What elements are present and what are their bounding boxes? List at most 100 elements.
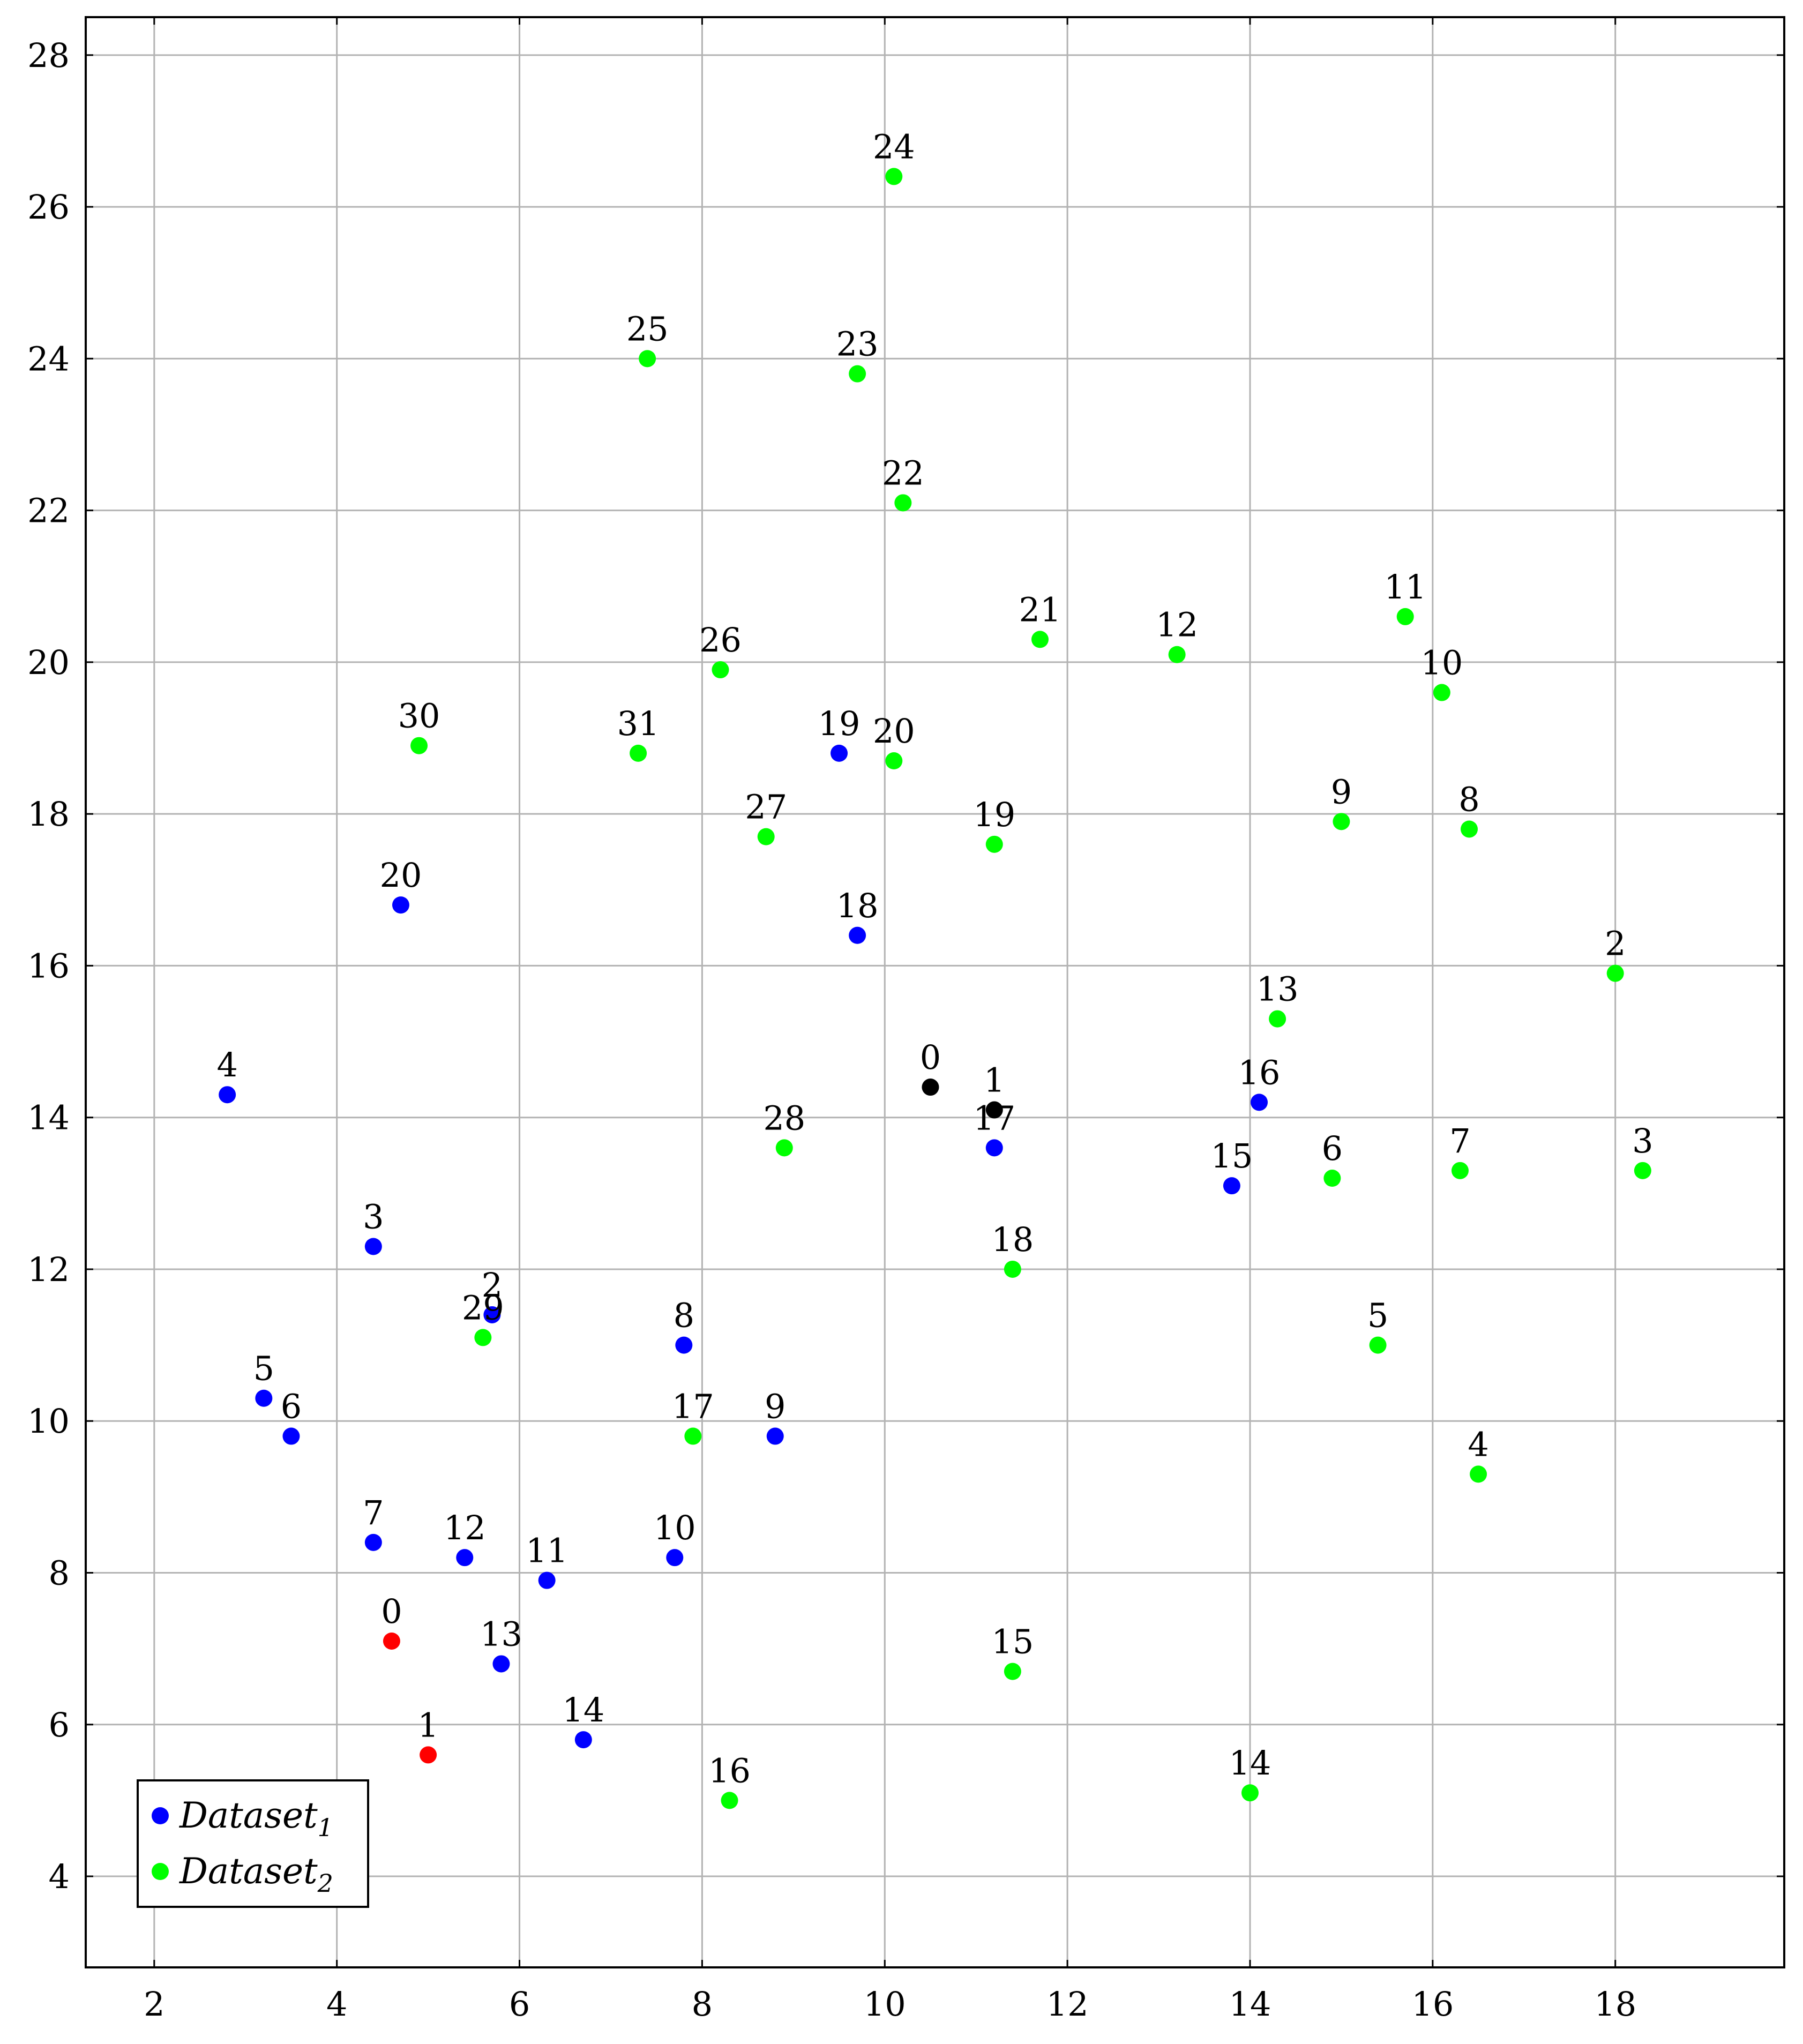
data-point	[538, 1571, 556, 1589]
y-tick-label: 14	[27, 1098, 70, 1137]
data-point-label: 0	[381, 1592, 402, 1631]
y-tick-label: 24	[27, 339, 70, 378]
data-point	[255, 1389, 273, 1407]
points-layer	[219, 168, 1651, 1809]
data-point-label: 5	[1367, 1296, 1388, 1335]
x-tick-label: 8	[692, 1985, 713, 2024]
data-point	[985, 1101, 1003, 1119]
data-point	[1031, 631, 1049, 648]
data-point-label: 19	[818, 704, 861, 743]
data-point	[666, 1549, 684, 1567]
data-point-label: 4	[216, 1045, 237, 1084]
data-point-label: 6	[1322, 1129, 1343, 1168]
data-point	[1168, 646, 1186, 663]
data-point-label: 7	[363, 1493, 384, 1532]
legend-marker	[152, 1863, 169, 1880]
data-point	[766, 1427, 784, 1445]
data-point	[775, 1139, 793, 1157]
data-point-label: 2	[482, 1266, 503, 1305]
data-point	[383, 1632, 400, 1650]
data-point-label: 8	[1458, 780, 1479, 819]
y-tick-label: 18	[27, 795, 70, 834]
data-point	[492, 1655, 510, 1673]
legend-box	[137, 1779, 369, 1908]
data-point	[1323, 1170, 1341, 1187]
data-point-label: 17	[973, 1098, 1015, 1137]
data-point-label: 3	[1632, 1121, 1653, 1160]
data-point	[757, 828, 775, 845]
data-point	[1333, 813, 1350, 830]
data-point	[474, 1329, 492, 1346]
plot-frame	[85, 16, 1785, 1968]
data-point-label: 29	[462, 1288, 504, 1327]
data-point	[1004, 1663, 1021, 1680]
data-point-label: 0	[920, 1038, 941, 1077]
data-point-label: 26	[699, 620, 742, 660]
data-point	[364, 1533, 382, 1551]
y-tick-label: 28	[27, 36, 70, 75]
data-point-label: 15	[991, 1622, 1034, 1661]
x-tick-label: 6	[509, 1985, 530, 2024]
y-tick-label: 10	[27, 1402, 70, 1441]
x-tick-label: 14	[1229, 1985, 1271, 2024]
data-point-label: 23	[836, 325, 879, 364]
data-point-label: 18	[836, 886, 879, 925]
data-point-label: 3	[363, 1197, 384, 1236]
data-point-label: 12	[1156, 605, 1198, 645]
data-point-label: 1	[984, 1061, 1005, 1100]
data-point-label: 28	[763, 1098, 805, 1137]
data-point-label: 2	[1605, 924, 1626, 963]
data-point	[1470, 1465, 1487, 1483]
data-point	[721, 1792, 738, 1809]
data-point	[849, 926, 866, 944]
data-point-label: 4	[1468, 1425, 1488, 1464]
data-point	[684, 1427, 702, 1445]
y-tick-label: 12	[27, 1250, 70, 1289]
legend-entry-name: Dataset	[179, 1851, 318, 1892]
y-tick-label: 8	[49, 1554, 70, 1593]
data-point	[456, 1549, 474, 1567]
legend-entry-label: Dataset2	[179, 1851, 333, 1898]
data-point	[1251, 1094, 1268, 1111]
data-point-label: 19	[973, 795, 1015, 834]
data-point-label: 12	[444, 1508, 486, 1547]
data-point-label: 20	[873, 712, 915, 751]
y-tick-label: 20	[27, 643, 70, 682]
data-point	[1223, 1177, 1240, 1195]
y-tick-label: 4	[49, 1857, 70, 1896]
data-point-label: 5	[253, 1349, 274, 1388]
data-point	[483, 1306, 501, 1323]
x-tick-label: 12	[1046, 1985, 1089, 2024]
data-point	[922, 1079, 939, 1096]
data-point	[1634, 1162, 1651, 1179]
data-point-label: 7	[1449, 1121, 1470, 1160]
data-point-label: 14	[562, 1690, 604, 1729]
y-tick-label: 26	[27, 188, 70, 227]
data-point	[1606, 964, 1624, 982]
y-tick-label: 16	[27, 946, 70, 985]
data-point	[894, 494, 912, 512]
y-tick-label: 22	[27, 491, 70, 530]
data-point	[639, 350, 656, 368]
data-point	[831, 744, 848, 762]
data-point-label: 1	[417, 1705, 438, 1744]
data-point-label: 10	[1420, 643, 1463, 683]
legend-entry-subscript: 1	[318, 1813, 333, 1842]
data-point-label: 20	[380, 856, 422, 895]
x-tick-label: 4	[326, 1985, 347, 2024]
legend-entry-subscript: 2	[317, 1869, 333, 1898]
data-point	[712, 661, 729, 679]
y-tick-label: 6	[49, 1705, 70, 1744]
data-point	[392, 896, 409, 914]
legend-entry-name: Dataset	[179, 1795, 318, 1836]
data-point-label: 8	[674, 1296, 694, 1335]
data-point	[1269, 1010, 1286, 1028]
data-point-label: 22	[882, 453, 924, 492]
data-point	[1461, 820, 1478, 838]
data-point	[849, 365, 866, 383]
data-point-label: 9	[765, 1387, 785, 1426]
